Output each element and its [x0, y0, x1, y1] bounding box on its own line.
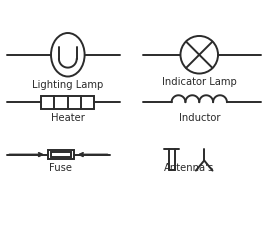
Text: Indicator Lamp: Indicator Lamp [162, 77, 237, 87]
Text: Inductor: Inductor [179, 113, 220, 123]
Bar [48, 150, 74, 159]
Text: Antenna's: Antenna's [164, 163, 215, 173]
Text: Fuse: Fuse [49, 163, 72, 173]
Bar [51, 152, 71, 157]
Text: Heater: Heater [51, 113, 85, 123]
Text: Lighting Lamp: Lighting Lamp [32, 80, 103, 91]
